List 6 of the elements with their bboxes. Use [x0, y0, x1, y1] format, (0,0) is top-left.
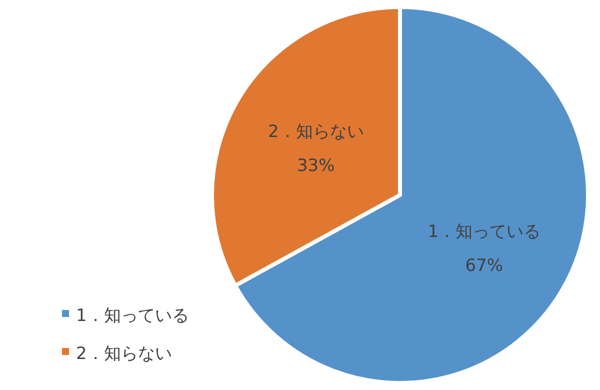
slice-label: 2．知らない	[268, 122, 364, 142]
legend-label: 2．知らない	[76, 344, 172, 364]
data-label: 33%	[296, 156, 335, 176]
slice-label: 1．知っている	[428, 222, 541, 242]
legend-label: 1．知っている	[76, 306, 189, 326]
data-label: 67%	[465, 256, 504, 276]
